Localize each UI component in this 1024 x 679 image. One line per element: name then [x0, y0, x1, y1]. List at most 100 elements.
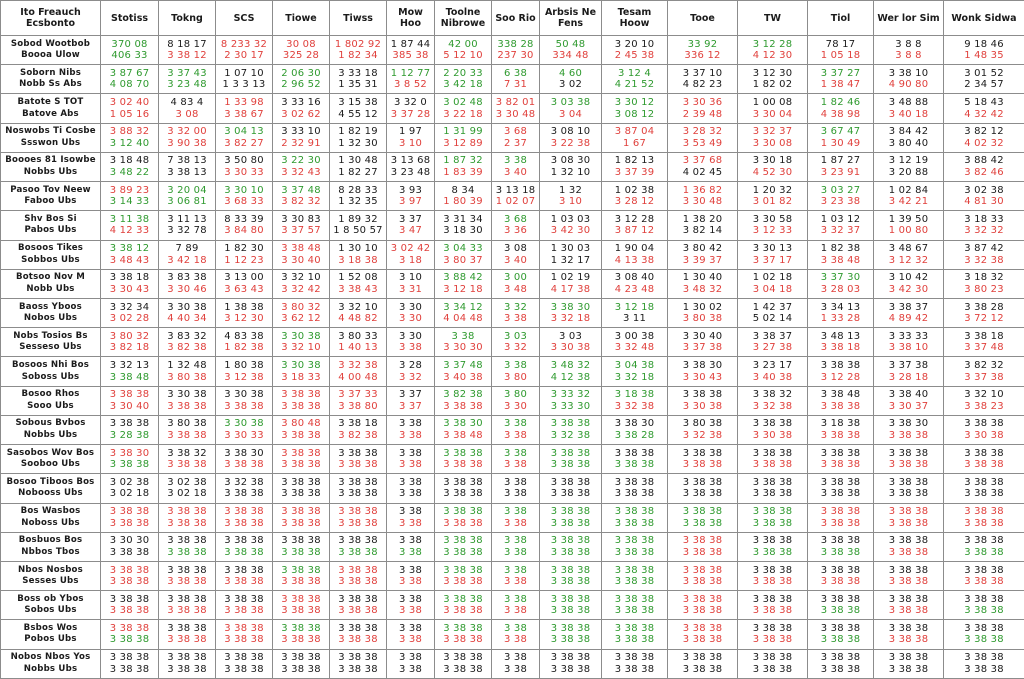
table-cell[interactable]: 3 18 33 3 32 32 — [943, 210, 1024, 241]
table-cell[interactable]: 1 89 32 1 8 50 57 — [329, 210, 387, 241]
table-cell[interactable]: 3 80 42 3 39 37 — [667, 239, 738, 270]
table-cell[interactable]: 3 48 32 4 12 38 — [539, 356, 602, 387]
table-cell[interactable]: 3 38 38 3 38 38 — [737, 560, 808, 592]
table-cell[interactable]: 3 83 38 3 30 46 — [158, 268, 216, 299]
table-cell[interactable]: 3 13 00 3 63 43 — [215, 268, 273, 299]
table-cell[interactable]: 3 38 38 3 38 38 — [272, 648, 330, 679]
table-cell[interactable]: 3 12 28 3 87 12 — [601, 210, 668, 241]
table-cell[interactable]: 3 38 30 3 30 43 — [667, 356, 738, 387]
row-label-cell[interactable]: Nobs Tosios Bs Sesseso Ubs — [0, 327, 101, 358]
column-header[interactable]: Arbsis Ne Fens — [539, 0, 602, 36]
table-cell[interactable]: 3 38 38 3 38 38 — [158, 619, 216, 650]
table-cell[interactable]: 3 38 38 3 12 28 — [807, 356, 874, 387]
row-label-cell[interactable]: Nobos Nbos Yos Nobbs Ubs — [0, 648, 101, 679]
table-cell[interactable]: 3 38 38 3 38 38 — [329, 648, 387, 679]
table-cell[interactable]: 3 38 38 3 38 38 — [434, 473, 492, 504]
table-cell[interactable]: 3 38 38 3 38 38 — [667, 473, 738, 504]
table-cell[interactable]: 3 38 12 3 48 43 — [100, 239, 159, 270]
table-cell[interactable]: 3 38 3 38 — [491, 502, 540, 533]
table-cell[interactable]: 3 38 38 3 38 38 — [434, 560, 492, 592]
table-cell[interactable]: 3 38 38 3 38 38 — [873, 531, 944, 562]
table-cell[interactable]: 3 38 3 38 — [386, 414, 435, 446]
table-cell[interactable]: 3 34 13 1 33 28 — [807, 297, 874, 329]
table-cell[interactable]: 42 00 5 12 10 — [434, 34, 492, 66]
table-cell[interactable]: 370 08 406 33 — [100, 34, 159, 66]
table-cell[interactable]: 1 52 08 3 38 43 — [329, 268, 387, 299]
table-cell[interactable]: 3 87 67 4 08 70 — [100, 64, 159, 95]
table-cell[interactable]: 9 18 46 1 48 35 — [943, 34, 1024, 66]
table-cell[interactable]: 1 07 10 1 3 3 13 — [215, 64, 273, 95]
table-cell[interactable]: 3 38 38 3 38 38 — [434, 444, 492, 475]
table-cell[interactable]: 3 38 38 3 38 38 — [807, 502, 874, 533]
table-cell[interactable]: 3 02 40 1 05 16 — [100, 93, 159, 124]
table-cell[interactable]: 3 38 38 3 38 38 — [215, 590, 273, 621]
table-cell[interactable]: 3 38 38 3 38 38 — [667, 590, 738, 621]
table-cell[interactable]: 3 48 88 3 40 18 — [873, 93, 944, 124]
row-label-cell[interactable]: Bosoo Rhos Sooo Ubs — [0, 385, 101, 416]
table-cell[interactable]: 3 38 38 3 38 38 — [539, 590, 602, 621]
table-cell[interactable]: 3 13 68 3 23 48 — [386, 151, 435, 183]
table-cell[interactable]: 2 20 33 3 42 18 — [434, 64, 492, 95]
table-cell[interactable]: 3 20 10 2 45 38 — [601, 34, 668, 66]
table-cell[interactable]: 3 30 58 3 12 33 — [737, 210, 808, 241]
table-cell[interactable]: 3 38 38 3 38 38 — [601, 619, 668, 650]
table-cell[interactable]: 3 10 3 31 — [386, 268, 435, 299]
table-cell[interactable]: 3 38 3 38 — [386, 531, 435, 562]
column-header[interactable]: Wonk Sidwa — [943, 0, 1024, 36]
table-cell[interactable]: 3 38 38 3 38 38 — [539, 502, 602, 533]
table-cell[interactable]: 3 33 16 3 02 62 — [272, 93, 330, 124]
table-cell[interactable]: 3 38 38 3 38 38 — [100, 619, 159, 650]
table-cell[interactable]: 1 97 3 10 — [386, 122, 435, 153]
table-cell[interactable]: 3 30 18 4 52 30 — [737, 151, 808, 183]
table-cell[interactable]: 78 17 1 05 18 — [807, 34, 874, 66]
table-cell[interactable]: 5 18 43 4 32 42 — [943, 93, 1024, 124]
table-cell[interactable]: 3 32 10 4 48 82 — [329, 297, 387, 329]
table-cell[interactable]: 3 80 38 3 38 38 — [158, 414, 216, 446]
table-cell[interactable]: 3 38 38 3 38 38 — [737, 473, 808, 504]
table-cell[interactable]: 3 30 38 3 38 38 — [158, 385, 216, 416]
table-cell[interactable]: 3 13 18 1 02 07 — [491, 181, 540, 212]
table-cell[interactable]: 3 38 38 3 38 38 — [807, 444, 874, 475]
table-cell[interactable]: 3 38 3 38 — [386, 619, 435, 650]
table-cell[interactable]: 3 22 30 3 32 43 — [272, 151, 330, 183]
table-cell[interactable]: 3 30 12 3 08 12 — [601, 93, 668, 124]
table-cell[interactable]: 8 18 17 3 38 12 — [158, 34, 216, 66]
table-cell[interactable]: 3 68 2 37 — [491, 122, 540, 153]
row-label-cell[interactable]: Baoss Yboos Nobos Ubs — [0, 297, 101, 329]
column-header[interactable]: Tooe — [667, 0, 738, 36]
table-cell[interactable]: 3 37 33 3 38 80 — [329, 385, 387, 416]
table-cell[interactable]: 3 82 12 4 02 32 — [943, 122, 1024, 153]
table-cell[interactable]: 33 92 336 12 — [667, 34, 738, 66]
table-cell[interactable]: 1 82 19 1 32 30 — [329, 122, 387, 153]
table-cell[interactable]: 3 10 42 3 42 30 — [873, 268, 944, 299]
table-cell[interactable]: 3 38 38 3 38 38 — [667, 502, 738, 533]
column-header[interactable]: Stotiss — [100, 0, 159, 36]
table-cell[interactable]: 50 48 334 48 — [539, 34, 602, 66]
row-label-cell[interactable]: Pasoo Tov Neew Faboo Ubs — [0, 181, 101, 212]
table-cell[interactable]: 3 38 38 3 38 38 — [272, 590, 330, 621]
table-cell[interactable]: 1 20 32 3 01 82 — [737, 181, 808, 212]
table-cell[interactable]: 3 38 38 3 38 38 — [601, 444, 668, 475]
column-header[interactable]: Tiol — [807, 0, 874, 36]
table-cell[interactable]: 3 38 38 3 38 38 — [601, 473, 668, 504]
table-cell[interactable]: 3 38 30 3 38 38 — [215, 444, 273, 475]
column-header[interactable]: Tiwss — [329, 0, 387, 36]
table-cell[interactable]: 3 04 38 3 32 18 — [601, 356, 668, 387]
table-cell[interactable]: 3 15 38 4 55 12 — [329, 93, 387, 124]
table-cell[interactable]: 1 02 38 3 28 12 — [601, 181, 668, 212]
table-cell[interactable]: 3 38 38 3 38 38 — [737, 648, 808, 679]
table-cell[interactable]: 6 38 7 31 — [491, 64, 540, 95]
table-cell[interactable]: 1 38 38 3 12 30 — [215, 297, 273, 329]
table-cell[interactable]: 338 28 237 30 — [491, 34, 540, 66]
table-cell[interactable]: 3 38 38 3 38 38 — [434, 502, 492, 533]
table-cell[interactable]: 1 38 20 3 82 14 — [667, 210, 738, 241]
table-cell[interactable]: 3 38 38 3 38 38 — [215, 619, 273, 650]
table-cell[interactable]: 3 38 30 3 38 48 — [434, 414, 492, 446]
table-cell[interactable]: 3 37 3 47 — [386, 210, 435, 241]
table-cell[interactable]: 3 38 38 3 38 38 — [873, 590, 944, 621]
column-header[interactable]: Wer lor Sim — [873, 0, 944, 36]
table-cell[interactable]: 3 02 42 3 18 — [386, 239, 435, 270]
table-cell[interactable]: 3 38 38 3 38 38 — [272, 444, 330, 475]
table-cell[interactable]: 3 38 38 3 38 38 — [434, 590, 492, 621]
